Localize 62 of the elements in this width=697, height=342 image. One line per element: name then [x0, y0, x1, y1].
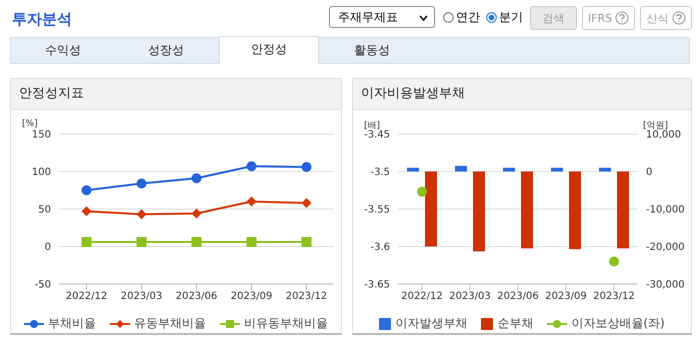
text: 연간	[456, 9, 480, 26]
legend-label: 비유동부채비율	[244, 315, 328, 332]
point	[302, 198, 312, 208]
y-tick-label: 50	[38, 204, 51, 216]
point	[82, 237, 92, 247]
x-tick-label: 2023/06	[497, 291, 539, 302]
y-axis-title: [%]	[22, 119, 38, 129]
point	[82, 206, 92, 216]
y2-tick-label: -30,000	[646, 280, 685, 291]
point	[302, 237, 312, 247]
x-tick-label: 2023/12	[593, 291, 635, 302]
point	[192, 173, 202, 184]
x-tick-label: 2023/12	[286, 291, 328, 302]
text: 분기	[499, 9, 523, 26]
y-tick-label: 150	[32, 130, 51, 141]
y2-tick-label: -10,000	[646, 204, 685, 216]
y-tick-label: -3.55	[364, 204, 390, 216]
y-tick-label: -3.6	[370, 242, 390, 254]
point	[136, 209, 146, 220]
point	[302, 162, 312, 172]
text: 안정성	[219, 36, 319, 64]
point	[246, 237, 256, 247]
chart-title: 이자비용발생부채	[353, 79, 691, 110]
text: 활동성	[353, 42, 391, 59]
point	[136, 237, 146, 247]
y-tick-label: -3.45	[364, 130, 390, 141]
text: 산식	[640, 6, 692, 30]
text: 주재무제표	[329, 6, 435, 28]
y2-tick-label: -20,000	[646, 242, 685, 254]
text: 투자분석	[12, 10, 72, 29]
legend-label: 부채비율	[48, 315, 96, 332]
point	[246, 161, 256, 172]
point	[136, 178, 146, 188]
y-tick-label: -50	[34, 280, 51, 291]
point	[82, 185, 92, 196]
x-tick-label: 2023/03	[120, 291, 162, 302]
x-tick-label: 2022/12	[401, 291, 443, 302]
y2-tick-label: 10,000	[646, 130, 681, 141]
legend-label: 유동부채비율	[134, 315, 206, 332]
x-tick-label: 2023/09	[545, 291, 587, 302]
y-tick-label: -3.5	[370, 167, 390, 178]
x-tick-label: 2023/09	[230, 291, 272, 302]
y-axis-title: [배]	[364, 120, 380, 131]
legend-label: 이자발생부채	[395, 315, 468, 332]
point	[246, 196, 256, 206]
point	[192, 237, 202, 247]
y-tick-label: 0	[44, 242, 51, 254]
legend-label: 이자보상배율(좌)	[571, 315, 665, 332]
legend-label: 순부채	[497, 315, 534, 332]
x-tick-label: 2023/06	[176, 291, 218, 302]
text: 검색	[530, 6, 577, 30]
text: 성장성	[147, 42, 185, 59]
text: 수익성	[44, 42, 82, 59]
chart-title: 안정성지표	[11, 79, 341, 110]
y2-tick-label: 0	[646, 167, 652, 178]
x-tick-label: 2022/12	[66, 291, 108, 302]
y2-axis-title: [억원]	[643, 120, 668, 131]
text: IFRS	[582, 6, 635, 30]
y-tick-label: -3.65	[364, 280, 390, 291]
x-tick-label: 2023/03	[449, 291, 491, 302]
y-tick-label: 100	[32, 167, 51, 178]
point	[192, 208, 202, 218]
